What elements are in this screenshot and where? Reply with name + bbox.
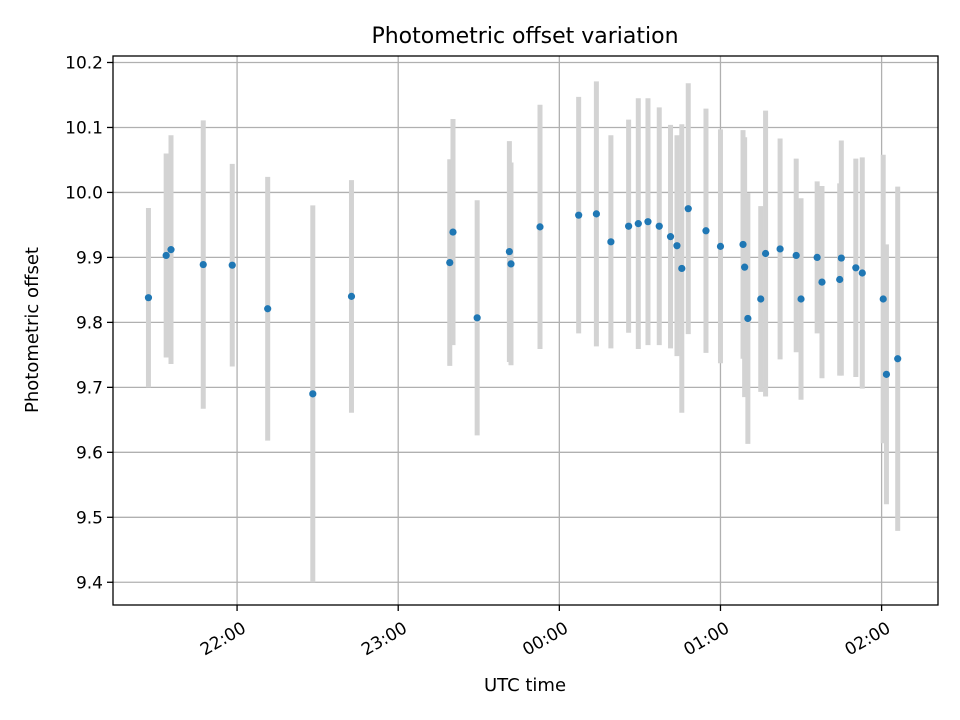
data-point [666,233,675,241]
chart-title: Photometric offset variation [371,24,678,49]
data-point [852,264,860,272]
y-tick-label: 9.5 [76,508,103,528]
data-point [837,254,845,262]
data-point [858,269,866,277]
y-tick-label: 9.9 [76,248,103,268]
data-point [739,240,747,249]
data-point [592,210,600,218]
data-point [813,253,821,262]
data-point [684,205,692,213]
y-tick-label: 10.2 [65,53,103,73]
data-point [761,249,770,258]
data-point [792,251,800,260]
data-point [678,264,686,273]
data-point [347,292,356,300]
data-point [228,261,236,269]
data-point [309,390,317,398]
data-point [757,295,765,303]
data-point [818,278,826,286]
data-point [199,260,207,269]
y-tick-label: 10.1 [65,118,103,138]
data-point [536,223,544,231]
y-tick-label: 10.0 [65,183,103,203]
data-point [741,263,749,271]
data-point [144,294,153,302]
data-point [882,370,891,378]
data-point [507,260,515,268]
y-tick-label: 9.4 [76,573,103,593]
y-tick-label: 9.7 [76,378,103,398]
data-point [836,275,844,284]
x-axis-label: UTC time [484,675,566,696]
data-point [744,314,752,323]
data-point [673,242,681,250]
data-point [449,228,457,236]
point-layer [144,205,902,398]
data-point [644,218,652,226]
data-point [607,238,615,246]
data-point [702,227,710,235]
plot-frame [112,55,939,606]
data-point [625,222,633,230]
data-point [446,259,454,267]
data-point [473,314,481,322]
data-point [505,247,513,256]
y-tick-label: 9.6 [76,443,103,463]
y-axis-label: Photometric offset [22,247,43,413]
data-point [797,295,805,303]
data-point [716,242,725,250]
data-point [264,305,272,313]
data-point [634,220,642,228]
data-point [776,245,784,253]
data-point [162,251,170,260]
data-point [167,246,175,254]
data-point [894,355,902,363]
data-point [575,211,583,219]
data-point [655,222,663,230]
data-point [879,295,887,303]
y-tick-label: 9.8 [76,313,103,333]
